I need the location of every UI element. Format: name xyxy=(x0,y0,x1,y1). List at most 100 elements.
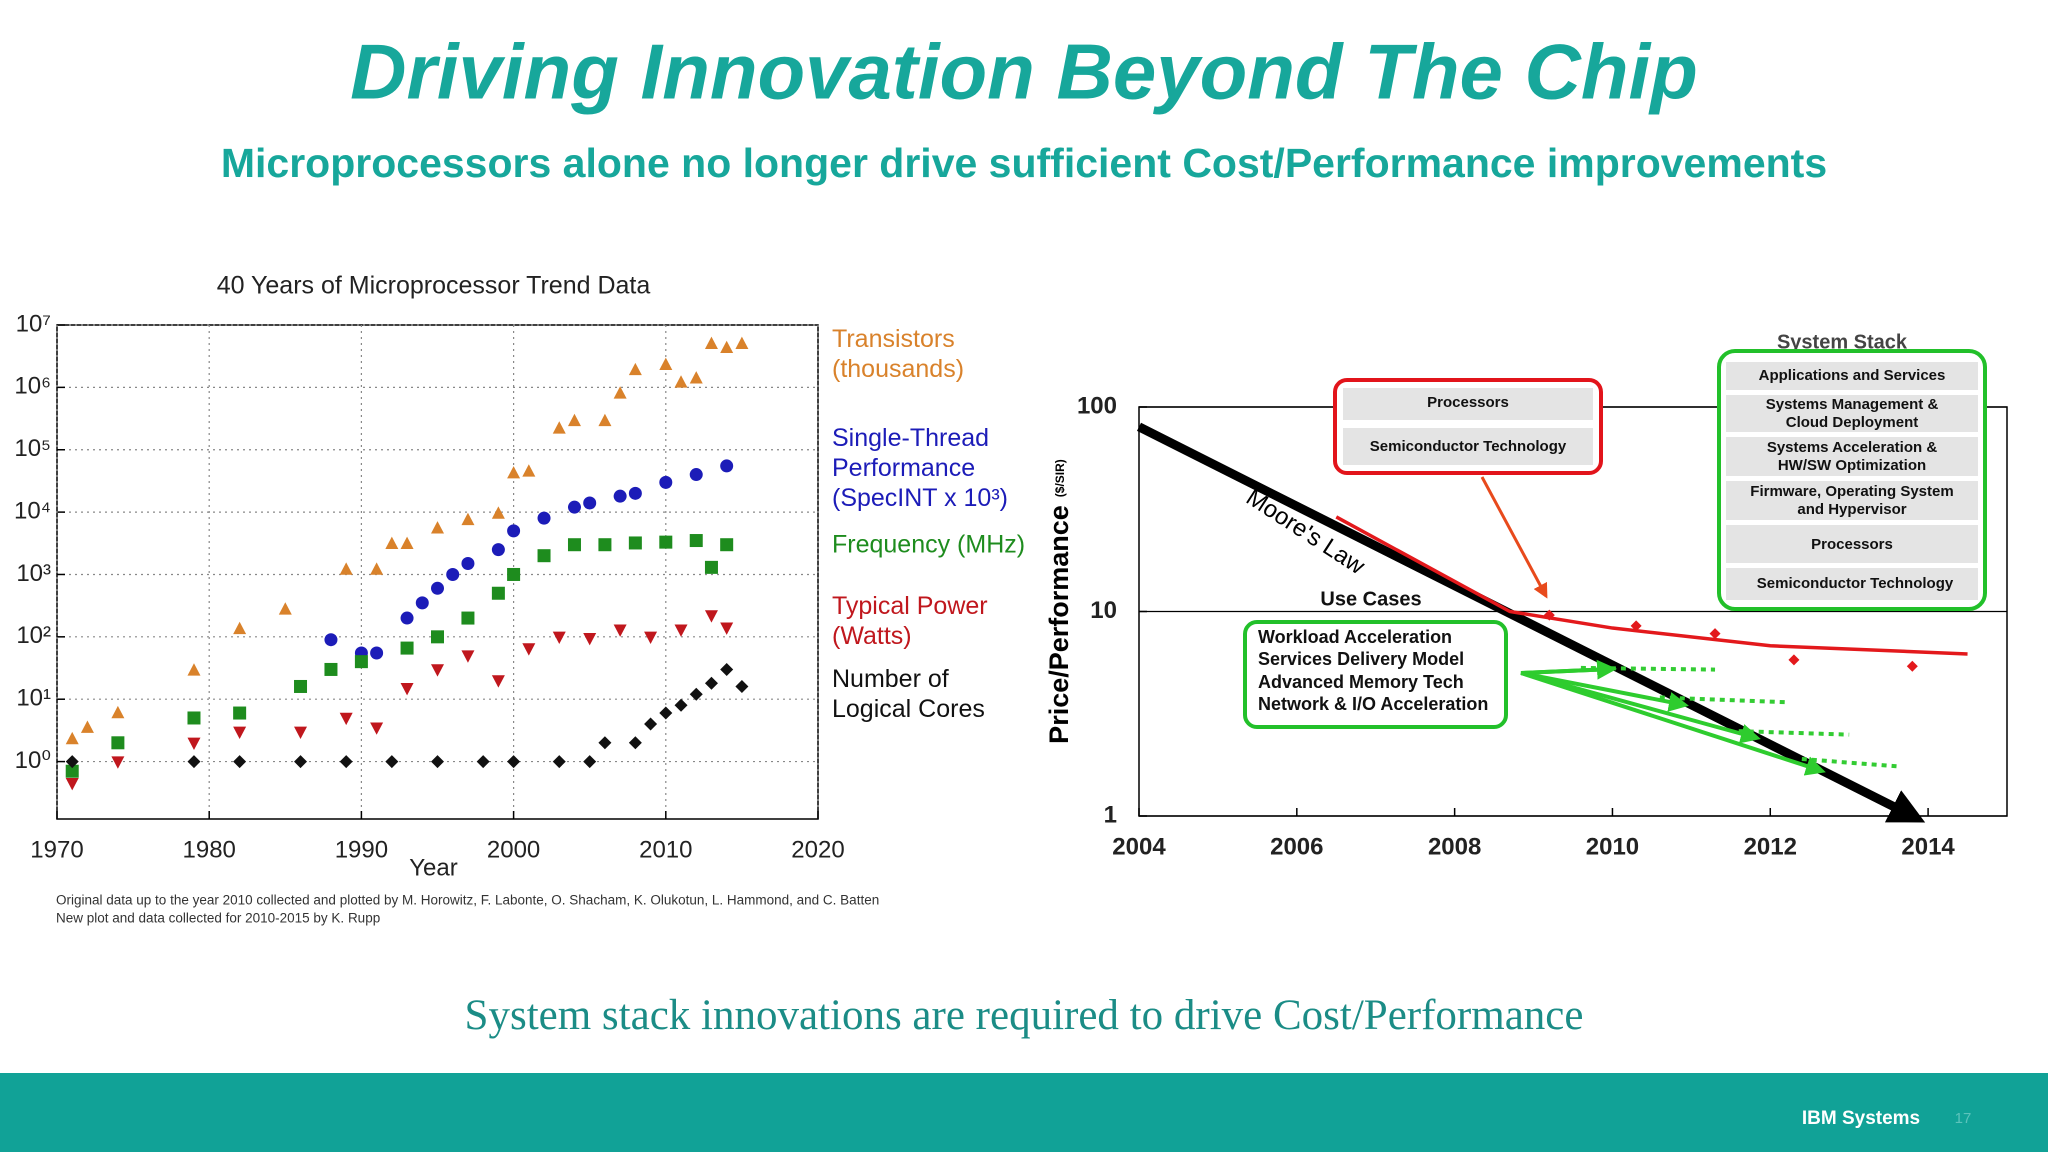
stack-label: Systems Management & Cloud Deployment xyxy=(1766,396,1939,431)
y-axis-label-text: Price/Performance xyxy=(1044,505,1074,744)
legend-entry: Typical Power (Watts) xyxy=(832,592,988,650)
point xyxy=(278,602,292,615)
use-case-arrow xyxy=(1520,671,1826,776)
x-tick-label: 2010 xyxy=(1586,833,1639,860)
point xyxy=(187,737,201,750)
point xyxy=(65,764,79,778)
point xyxy=(476,755,490,769)
trend-arrow xyxy=(1136,422,1926,823)
x-tick-label: 2012 xyxy=(1744,833,1797,860)
use-case-arrow xyxy=(1520,659,1617,680)
use-case: Services Delivery Model xyxy=(1258,649,1464,669)
point xyxy=(674,624,688,637)
x-tick-label: 2000 xyxy=(487,836,540,863)
point xyxy=(567,413,581,427)
y-tick-label: 10⁰ xyxy=(15,747,51,774)
point xyxy=(1709,628,1721,640)
point xyxy=(583,496,597,510)
point xyxy=(567,500,581,514)
footnote: New plot and data collected for 2010-201… xyxy=(56,911,380,926)
plot-area xyxy=(56,324,819,820)
point xyxy=(720,459,734,473)
y-tick-label: 10⁷ xyxy=(16,310,51,337)
point xyxy=(567,538,581,552)
point xyxy=(613,386,627,399)
x-tick-label: 2004 xyxy=(1112,833,1166,860)
point xyxy=(461,556,475,570)
point xyxy=(324,633,338,647)
point xyxy=(704,336,718,349)
x-tick-label: 1990 xyxy=(335,836,388,863)
x-tick-label: 2006 xyxy=(1270,833,1323,860)
point xyxy=(644,717,658,731)
point xyxy=(65,755,79,769)
use-case: Advanced Memory Tech xyxy=(1258,672,1464,692)
point xyxy=(507,524,521,538)
stack-label: Systems Acceleration & HW/SW Optimization xyxy=(1767,439,1938,474)
point xyxy=(1788,654,1800,666)
legend-entry: Frequency (MHz) xyxy=(832,531,1025,559)
y-axis-label: Price/Performance ($/SIR) xyxy=(1044,459,1074,744)
y-tick-label: 10³ xyxy=(16,560,51,587)
use-cases-title: Use Cases xyxy=(1320,588,1421,610)
x-tick-label: 1970 xyxy=(30,836,83,863)
point xyxy=(491,675,505,688)
pointer-arrow xyxy=(1480,476,1548,599)
point xyxy=(400,641,414,655)
point xyxy=(659,475,673,489)
point xyxy=(704,560,718,574)
y-axis-unit: ($/SIR) xyxy=(1053,459,1067,497)
footnote: Original data up to the year 2010 collec… xyxy=(56,893,879,908)
point xyxy=(370,562,384,575)
point xyxy=(704,676,718,690)
x-axis-label: Year xyxy=(409,854,458,881)
point xyxy=(385,755,399,769)
point xyxy=(233,755,247,769)
point xyxy=(65,777,79,791)
slide-subtitle: Microprocessors alone no longer drive su… xyxy=(221,140,1827,186)
point xyxy=(233,706,247,720)
use-case: Workload Acceleration xyxy=(1258,627,1452,647)
point xyxy=(689,371,703,384)
point xyxy=(720,340,734,354)
point xyxy=(659,706,673,720)
slide-title: Driving Innovation Beyond The Chip xyxy=(350,28,1698,116)
chart: 1 10 100 2004 2006 2008 2010 2012 2014 Price/Perf… xyxy=(1044,392,2008,860)
point xyxy=(598,736,612,750)
point xyxy=(415,596,429,610)
y-tick-label: 10¹ xyxy=(16,685,51,712)
point xyxy=(294,726,308,739)
x-tick-label: 1980 xyxy=(183,836,236,863)
point xyxy=(613,489,627,503)
point xyxy=(552,755,566,769)
point xyxy=(598,413,612,427)
point xyxy=(659,535,673,549)
x-tick-label: 2010 xyxy=(639,836,692,863)
y-tick-label: 100 xyxy=(1077,392,1117,419)
point xyxy=(628,736,642,750)
point xyxy=(324,662,338,676)
point xyxy=(370,646,384,660)
point xyxy=(400,611,414,625)
point xyxy=(294,755,308,769)
stack-label: Firmware, Operating System and Hypervisor xyxy=(1750,483,1953,518)
point xyxy=(461,611,475,625)
use-cases-box xyxy=(1243,620,1508,729)
point xyxy=(659,357,673,371)
layer-row xyxy=(1343,388,1593,420)
point xyxy=(583,633,597,646)
point xyxy=(233,621,247,635)
point xyxy=(339,755,353,769)
point xyxy=(628,486,642,500)
point xyxy=(674,375,688,388)
layer-label: Processors xyxy=(1427,394,1509,411)
x-tick-label: 2014 xyxy=(1901,833,1955,860)
point xyxy=(431,664,444,677)
point xyxy=(507,755,521,769)
point xyxy=(111,736,125,750)
stack-title: System Stack xyxy=(1777,331,1908,353)
point xyxy=(628,362,642,376)
point xyxy=(674,698,688,712)
legend-entry: Number of Logical Cores xyxy=(832,665,985,723)
